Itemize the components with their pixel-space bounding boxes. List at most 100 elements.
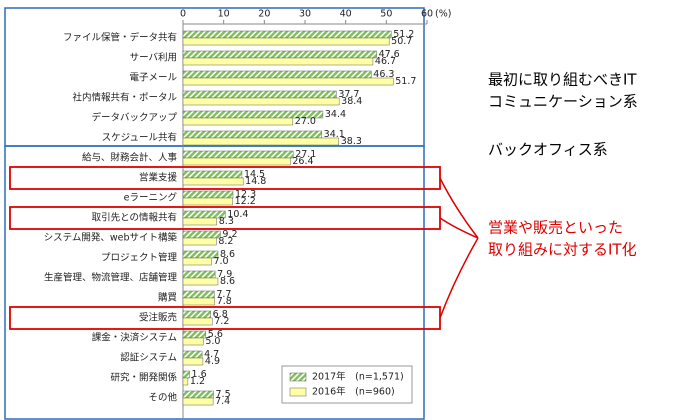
bar [182,70,372,79]
legend-swatch [289,387,307,397]
bar [182,190,234,199]
value-label: 7.9 [217,269,232,280]
x-tick-label: 50 [380,9,392,20]
bar [182,350,203,359]
bar [182,277,219,286]
bar [182,217,218,226]
value-label: 4.9 [205,356,220,367]
connector [439,217,479,239]
value-label: 10.4 [227,209,248,220]
bar [182,130,322,139]
category-label: 生産管理、物流管理、店舗管理 [44,272,178,284]
value-label: 51.7 [395,76,416,87]
annotation: 取り組みに対するIT化 [488,241,637,259]
value-label: 8.6 [220,276,235,287]
value-label: 7.4 [215,396,230,407]
value-label: 8.3 [219,216,234,227]
value-label: 1.2 [190,376,205,387]
value-label: 8.6 [220,249,235,260]
connector [439,237,479,319]
value-label: 7.7 [216,289,231,300]
category-label: 課金・決済システム [92,332,177,344]
category-label: ファイル保管・データ共有 [63,32,177,44]
annotation: 営業や販売といった [488,219,623,237]
value-label: 50.7 [391,36,412,47]
category-label: プロジェクト管理 [101,252,178,264]
category-label: システム開発、webサイト構築 [44,232,178,244]
value-label: 9.2 [222,229,237,240]
value-label: 14.5 [244,169,265,180]
bar [182,137,340,146]
annotation: バックオフィス系 [488,141,608,159]
bar [182,257,212,266]
x-tick-label: 20 [258,9,270,20]
bar [182,57,374,66]
connector [439,177,479,239]
bar [182,50,377,59]
bar [182,377,189,386]
bar [182,170,243,179]
category-label: スケジュール共有 [102,132,177,144]
bar [182,337,204,346]
bar [182,30,392,39]
legend-box [281,365,413,404]
value-label: 27.0 [295,116,316,127]
bar [182,270,216,279]
bar [182,150,294,159]
bar [182,237,217,246]
value-label: 8.2 [218,236,233,247]
category-label: 認証システム [120,352,177,364]
bar [182,370,190,379]
category-label: 営業支援 [139,172,178,184]
annotation: 最初に取り組むべきIT [488,71,637,89]
x-tick-label: 0 [180,9,186,20]
category-label: eラーニング [124,192,178,204]
x-tick-label: 40 [340,9,352,20]
x-tick-label: 60 [421,9,433,20]
bar [182,310,211,319]
value-label: 34.4 [325,109,346,120]
legend-label: 2017年 (n=1,571) [312,371,404,383]
value-label: 7.8 [217,296,232,307]
bar [182,297,215,306]
category-label: その他 [148,392,177,404]
value-label: 7.0 [213,256,228,267]
bar [182,390,214,399]
value-label: 14.8 [245,176,266,187]
annotation: コミュニケーション系 [488,93,638,111]
category-label: サーバ利用 [130,52,177,64]
value-label: 26.4 [292,156,313,167]
category-label: データバックアップ [91,112,177,124]
legend-label: 2016年 (n=960) [312,386,395,398]
value-label: 4.7 [204,349,219,360]
value-label: 37.7 [338,89,359,100]
bar [182,37,390,46]
category-label: 電子メール [129,73,177,84]
category-label: 研究・開発関係 [110,372,177,384]
bar [182,290,215,299]
bar [182,357,204,366]
value-label: 38.4 [341,96,362,107]
bar [182,317,213,326]
bar [182,330,207,339]
value-label: 47.6 [379,49,400,60]
value-label: 6.8 [213,309,228,320]
value-label: 7.2 [214,316,229,327]
value-label: 5.6 [208,329,223,340]
x-unit: (%) [435,9,451,20]
value-label: 46.7 [375,56,396,67]
bar [182,230,221,239]
bar [182,157,291,166]
value-label: 7.5 [216,389,231,400]
bar [182,177,244,186]
group-box [4,145,425,420]
value-label: 46.3 [373,69,394,80]
value-label: 38.3 [341,136,362,147]
bar [182,197,233,206]
legend-swatch [289,372,307,382]
category-label: 給与、財務会計、人事 [82,152,178,164]
value-label: 51.2 [393,29,414,40]
bar [182,77,394,86]
bar [182,397,214,406]
